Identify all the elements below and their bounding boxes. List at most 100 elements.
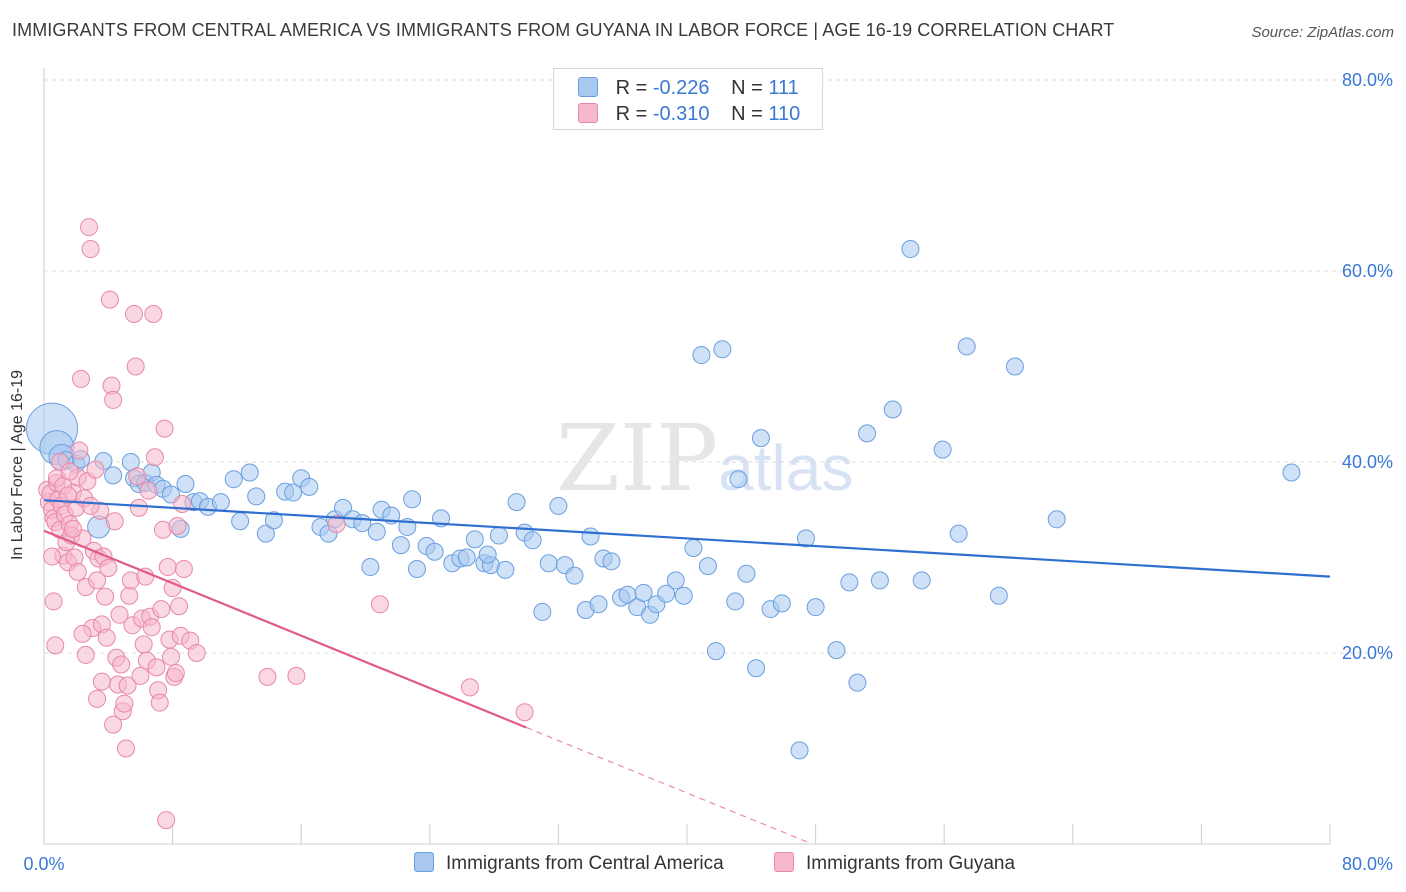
guyana-point — [131, 666, 150, 685]
guyana-point — [125, 304, 144, 323]
r-label: R = — [615, 103, 648, 125]
n-label: N = — [731, 77, 763, 99]
central-america-point — [581, 527, 600, 546]
guyana-point — [128, 467, 147, 486]
central-america-point — [796, 529, 815, 548]
n-value: 110 — [768, 103, 801, 125]
guyana-point — [43, 547, 62, 566]
guyana-point — [73, 624, 92, 643]
guyana-point — [158, 558, 177, 577]
pink-swatch-icon — [774, 852, 794, 872]
chart-title: IMMIGRANTS FROM CENTRAL AMERICA VS IMMIG… — [12, 20, 1115, 40]
central-america-point — [684, 538, 703, 557]
guyana-point — [120, 586, 139, 605]
guyana-point — [157, 811, 176, 830]
y-tick-label: 20.0% — [1342, 643, 1393, 663]
central-america-point — [539, 554, 558, 573]
y-tick-label: 80.0% — [1342, 70, 1393, 90]
correlation-legend: R = -0.226 N = 111 R = -0.310 N = 110 — [553, 68, 823, 130]
central-america-point — [870, 571, 889, 590]
watermark-zip: ZIP — [556, 405, 719, 512]
guyana-point — [370, 595, 389, 614]
central-america-point — [858, 424, 877, 443]
guyana-point — [63, 519, 82, 538]
central-america-point — [104, 466, 123, 485]
guyana-point — [166, 664, 185, 683]
central-america-point — [674, 586, 693, 605]
central-america-point — [827, 641, 846, 660]
central-america-point — [264, 511, 283, 530]
central-america-point — [523, 531, 542, 550]
guyana-point — [129, 498, 148, 517]
central-america-point — [989, 586, 1008, 605]
guyana-point — [139, 481, 158, 500]
y-tick-label: 40.0% — [1342, 452, 1393, 472]
central-america-point — [549, 496, 568, 515]
guyana-point — [126, 357, 145, 376]
x-tick-label: 0.0% — [23, 854, 64, 874]
guyana-point — [88, 689, 107, 708]
central-america-point — [706, 642, 725, 661]
guyana-point — [105, 512, 124, 531]
guyana-point — [76, 645, 95, 664]
central-america-point — [407, 559, 426, 578]
central-america-point — [533, 602, 552, 621]
guyana-point — [161, 647, 180, 666]
bottom-legend-guyana: Immigrants from Guyana — [774, 852, 1015, 878]
central-america-point — [840, 573, 859, 592]
guyana-point — [110, 605, 129, 624]
legend-label: Immigrants from Guyana — [806, 853, 1016, 874]
central-america-point — [1047, 510, 1066, 529]
legend-label: Immigrants from Central America — [446, 853, 724, 874]
central-america-point — [747, 659, 766, 678]
central-america-point — [478, 545, 497, 564]
guyana-point — [86, 460, 105, 479]
central-america-point — [634, 583, 653, 602]
legend-row-central-america: R = -0.226 N = 111 — [578, 77, 799, 101]
central-america-point — [602, 552, 621, 571]
central-america-point — [698, 557, 717, 576]
central-america-point — [507, 493, 526, 512]
central-america-point — [692, 346, 711, 365]
blue-swatch-icon — [414, 852, 434, 872]
central-america-point — [729, 470, 748, 489]
guyana-point — [460, 678, 479, 697]
central-america-point — [772, 594, 791, 613]
central-america-point — [901, 240, 920, 259]
central-america-point — [949, 524, 968, 543]
guyana-point — [81, 240, 100, 259]
guyana-point — [104, 390, 123, 409]
central-america-point — [176, 474, 195, 493]
n-value: 111 — [768, 77, 799, 99]
watermark: ZIPatlas — [556, 405, 853, 512]
central-america-point — [247, 487, 266, 506]
central-america-point — [933, 440, 952, 459]
r-label: R = — [615, 77, 648, 99]
guyana-point — [168, 516, 187, 535]
guyana-point — [60, 462, 79, 481]
guyana-point — [144, 304, 163, 323]
guyana-point — [71, 369, 90, 388]
guyana-point — [44, 592, 63, 611]
y-axis-label: In Labor Force | Age 16-19 — [9, 369, 26, 561]
central-america-point — [790, 741, 809, 760]
central-america-point — [737, 564, 756, 583]
central-america-point — [333, 498, 352, 517]
bottom-legend-central-america: Immigrants from Central America — [414, 852, 724, 878]
guyana-point — [155, 419, 174, 438]
central-america-point — [565, 566, 584, 585]
guyana-point — [115, 694, 134, 713]
central-america-point — [367, 522, 386, 541]
central-america-point — [848, 673, 867, 692]
guyana-point — [142, 618, 161, 637]
guyana-point — [92, 672, 111, 691]
x-tick-label: 80.0% — [1342, 854, 1393, 874]
guyana-point — [327, 515, 346, 534]
central-america-point — [284, 483, 303, 502]
central-america-point — [1005, 357, 1024, 376]
guyana-point — [145, 448, 164, 467]
guyana-point — [104, 715, 123, 734]
central-america-point — [403, 490, 422, 509]
guyana-point — [100, 290, 119, 309]
